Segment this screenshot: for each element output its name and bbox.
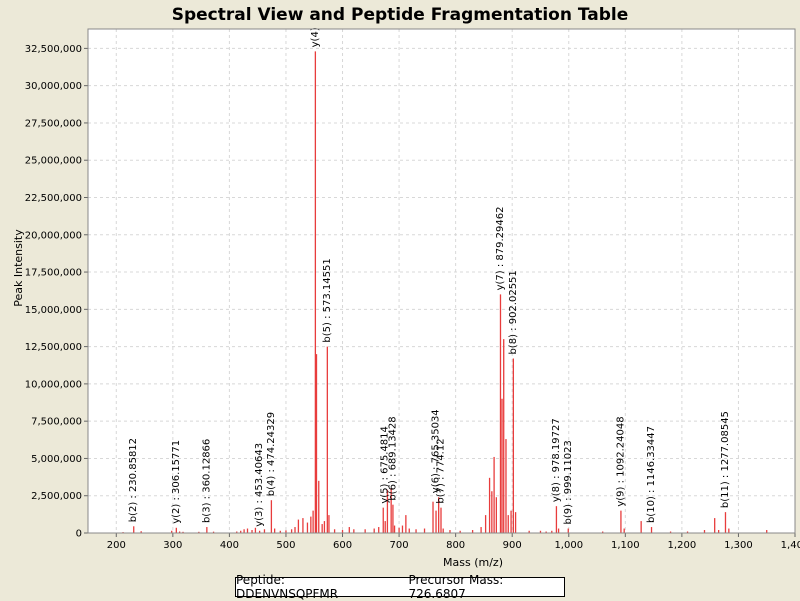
y-tick-label: 27,500,000 bbox=[25, 118, 82, 129]
peak-label: b(6) : 689.13428 bbox=[387, 416, 398, 500]
x-tick-label: 1,200 bbox=[668, 540, 697, 551]
peak-label: y(2) : 306.15771 bbox=[171, 440, 182, 524]
y-tick-label: 25,000,000 bbox=[25, 156, 82, 167]
x-tick-label: 600 bbox=[333, 540, 352, 551]
peak-label: y(4) bbox=[310, 27, 321, 47]
peak-label: b(4) : 474.24329 bbox=[266, 412, 277, 496]
y-tick-label: 20,000,000 bbox=[25, 230, 82, 241]
peak-label: b(3) : 360.12866 bbox=[201, 439, 212, 523]
peak-label: y(3) : 453.40643 bbox=[254, 443, 265, 527]
y-tick-label: 10,000,000 bbox=[25, 379, 82, 390]
plot-border bbox=[87, 28, 796, 534]
x-tick-label: 1,000 bbox=[554, 540, 583, 551]
peak-label: b(2) : 230.85812 bbox=[128, 438, 139, 522]
peak-label: b(10) : 1146.33447 bbox=[646, 426, 657, 523]
axes: 200 300 400 500 600 700 800 900 1,000 1,100 1,200 1… bbox=[25, 28, 800, 551]
x-tick-label: 1,300 bbox=[724, 540, 753, 551]
peak-label: b(8) : 902.02551 bbox=[508, 270, 519, 354]
y-tick-label: 5,000,000 bbox=[31, 454, 82, 465]
y-tick-label: 12,500,000 bbox=[25, 342, 82, 353]
peak-label: b(7) : 774.12 bbox=[436, 438, 447, 503]
chart-title: Spectral View and Peptide Fragmentation … bbox=[172, 5, 629, 25]
x-tick-label: 400 bbox=[220, 540, 239, 551]
peaks bbox=[122, 51, 768, 533]
peak-label: y(5) : 675.4814 bbox=[380, 426, 391, 504]
peak-label: y(8) : 978.19727 bbox=[551, 418, 562, 502]
peak-label: b(5) : 573.14551 bbox=[322, 258, 333, 342]
y-tick-label: 15,000,000 bbox=[25, 305, 82, 316]
y-tick-label: 17,500,000 bbox=[25, 268, 82, 279]
y-tick-label: 0 bbox=[76, 529, 82, 540]
x-tick-label: 700 bbox=[390, 540, 409, 551]
x-tick-label: 300 bbox=[163, 540, 182, 551]
peptide-info-box: Peptide: DDENVNSQPFMR Precursor Mass: 72… bbox=[235, 573, 565, 601]
peak-label: y(6) : 765.35034 bbox=[431, 409, 442, 493]
precursor-mass: Precursor Mass: 726.6807 bbox=[408, 573, 504, 601]
y-tick-label: 2,500,000 bbox=[31, 491, 82, 502]
x-tick-label: 900 bbox=[503, 540, 522, 551]
y-tick-label: 22,500,000 bbox=[25, 193, 82, 204]
y-tick-label: 30,000,000 bbox=[25, 81, 82, 92]
x-tick-label: 1,100 bbox=[611, 540, 640, 551]
peak-label: y(7) : 879.29462 bbox=[495, 207, 506, 291]
x-axis-label: Mass (m/z) bbox=[443, 556, 503, 569]
peak-label: b(11) : 1277.08545 bbox=[720, 411, 731, 508]
peak-label: y(9) : 1092.24048 bbox=[615, 416, 626, 506]
peak-annotations: b(2) : 230.85812 y(2) : 306.15771 b(3) : 3… bbox=[128, 27, 731, 527]
x-tick-label: 800 bbox=[446, 540, 465, 551]
plot-area bbox=[88, 29, 795, 533]
gridlines bbox=[88, 29, 796, 534]
y-axis-label: Peak Intensity bbox=[12, 229, 25, 307]
x-tick-label: 500 bbox=[276, 540, 295, 551]
peptide-sequence: Peptide: DDENVNSQPFMR bbox=[236, 573, 339, 601]
peak-label: b(9) : 999.11023 bbox=[563, 440, 574, 524]
x-tick-label: 200 bbox=[107, 540, 126, 551]
y-tick-label: 7,500,000 bbox=[31, 417, 82, 428]
y-tick-label: 32,500,000 bbox=[25, 44, 82, 55]
x-tick-label: 1,400 bbox=[781, 540, 800, 551]
